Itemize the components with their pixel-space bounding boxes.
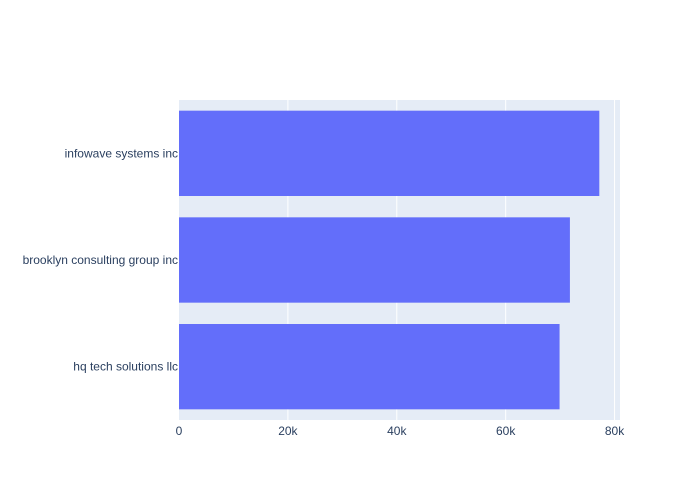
category-label: hq tech solutions llc bbox=[73, 360, 178, 374]
x-tick-label: 80k bbox=[605, 424, 625, 438]
bars bbox=[179, 110, 600, 410]
x-tick-label: 40k bbox=[387, 424, 407, 438]
bar-2[interactable] bbox=[179, 324, 560, 410]
x-tick-label: 60k bbox=[496, 424, 516, 438]
x-tick-label: 0 bbox=[176, 424, 183, 438]
category-label: brooklyn consulting group inc bbox=[23, 253, 178, 267]
bar-1[interactable] bbox=[179, 217, 570, 303]
category-label: infowave systems inc bbox=[65, 146, 178, 160]
bar-0[interactable] bbox=[179, 110, 600, 196]
x-axis-ticks: 0 20k 40k 60k 80k bbox=[176, 424, 626, 438]
x-tick-label: 20k bbox=[278, 424, 298, 438]
y-axis-categories: infowave systems inc brooklyn consulting … bbox=[23, 146, 178, 373]
